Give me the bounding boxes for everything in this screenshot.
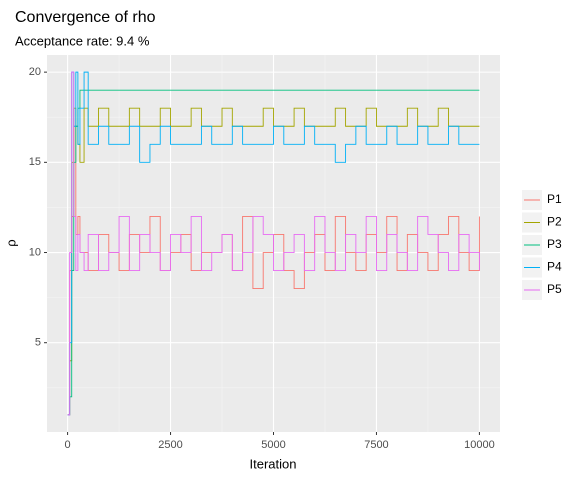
trace-line <box>67 89 480 416</box>
x-tick-label: 5000 <box>261 439 285 451</box>
legend-label: P4 <box>547 260 562 274</box>
legend-label: P5 <box>547 282 562 296</box>
y-tick-label: 20 <box>29 66 41 78</box>
legend-label: P3 <box>547 237 562 251</box>
chart-title: Convergence of rho <box>15 9 156 26</box>
y-tick-label: 15 <box>29 156 41 168</box>
y-tick-label: 5 <box>35 337 41 349</box>
x-tick-label: 2500 <box>158 439 182 451</box>
y-axis-label: ρ <box>3 239 18 246</box>
trace-line <box>67 71 480 416</box>
x-tick-label: 0 <box>65 439 71 451</box>
chart-subtitle: Acceptance rate: 9.4 % <box>15 33 150 48</box>
legend-label: P2 <box>547 215 562 229</box>
x-tick-label: 7500 <box>364 439 388 451</box>
legend-label: P1 <box>547 192 562 206</box>
y-tick-label: 10 <box>29 246 41 258</box>
x-tick-label: 10000 <box>464 439 495 451</box>
x-axis-label: Iteration <box>250 456 297 471</box>
trace-line <box>67 71 480 416</box>
